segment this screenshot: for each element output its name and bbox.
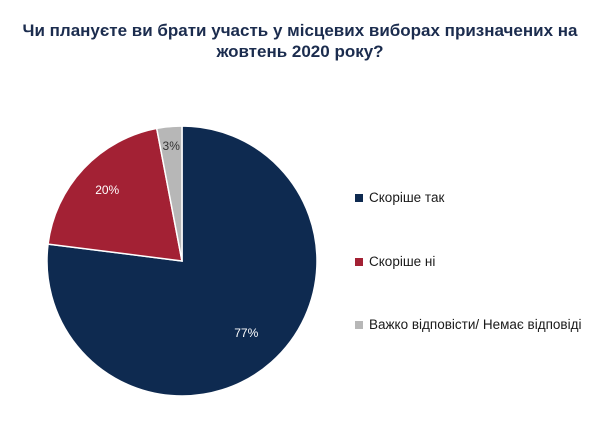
legend-item-1: Скоріше ні xyxy=(355,254,435,269)
legend-swatch-2 xyxy=(355,320,363,329)
legend-item-2: Важко відповісти/ Немає відповіді xyxy=(355,317,581,332)
legend-swatch-1 xyxy=(355,257,363,266)
legend-swatch-0 xyxy=(355,193,363,202)
pie-slice-2 xyxy=(155,125,183,262)
data-label-1: 20% xyxy=(95,183,119,197)
data-label-2: 3% xyxy=(163,139,181,153)
data-label-0: 77% xyxy=(234,326,258,340)
legend-item-0: Скоріше так xyxy=(355,190,444,205)
chart-title: Чи плануєте ви брати участь у місцевих в… xyxy=(22,21,578,61)
legend-label-2: Важко відповісти/ Немає відповіді xyxy=(369,317,582,332)
legend-label-1: Скоріше ні xyxy=(369,254,436,269)
pie-slice-1 xyxy=(47,127,183,262)
legend-label-0: Скоріше так xyxy=(369,190,445,205)
